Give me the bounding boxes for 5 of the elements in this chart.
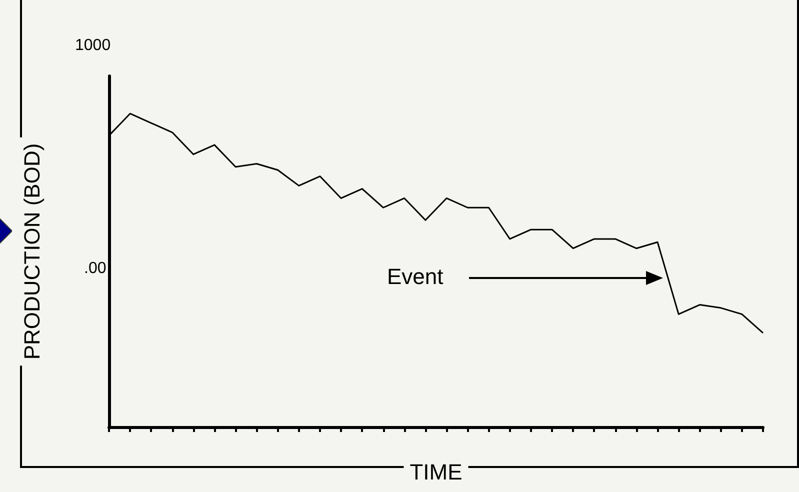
annotation: Event xyxy=(387,264,444,290)
text: .00 xyxy=(84,260,106,278)
x-axis-title: TIME xyxy=(410,460,462,484)
text: 1000 xyxy=(75,37,111,55)
y-axis-title: PRODUCTION (BOD) xyxy=(20,143,44,360)
